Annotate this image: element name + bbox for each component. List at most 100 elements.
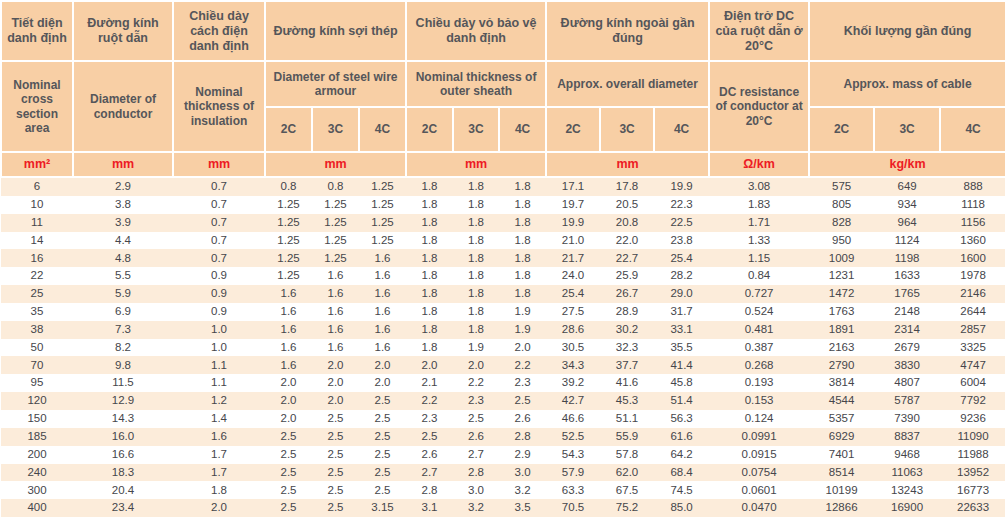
cell: 150 — [1, 410, 73, 428]
table-row: 9511.51.12.02.02.02.12.22.339.241.645.80… — [1, 374, 1005, 392]
cell: 1.2 — [173, 392, 265, 410]
cell: 2.5 — [312, 410, 359, 428]
cell: 1.8 — [499, 196, 546, 214]
cell: 1.6 — [173, 428, 265, 446]
cell: 10199 — [809, 481, 874, 499]
cell: 1.6 — [265, 285, 312, 303]
header-en-insulation-thickness: Nominal thickness of insulation — [173, 61, 265, 152]
cell: 23.4 — [73, 499, 173, 517]
cell: 23.8 — [654, 232, 709, 250]
cell: 4.4 — [73, 232, 173, 250]
header-vn-overall-diameter: Đường kính ngoài gần đúng — [546, 1, 709, 61]
cell: 6929 — [809, 428, 874, 446]
cell: 240 — [1, 464, 73, 482]
cell: 1.4 — [173, 410, 265, 428]
cell: 13952 — [940, 464, 1005, 482]
cell: 22.7 — [600, 249, 654, 267]
cell: 3325 — [940, 339, 1005, 357]
subheader-mass-4c: 4C — [940, 107, 1005, 152]
cell: 1.6 — [359, 339, 406, 357]
cell: 3.0 — [453, 481, 499, 499]
cell: 1.83 — [709, 196, 809, 214]
cell: 38 — [1, 321, 73, 339]
cell: 1.25 — [312, 214, 359, 232]
cell: 1.25 — [312, 196, 359, 214]
cell: 1978 — [940, 267, 1005, 285]
cell: 1.71 — [709, 214, 809, 232]
cell: 1.8 — [406, 267, 453, 285]
cell: 1.0 — [173, 339, 265, 357]
header-row-english: Nominal cross section area Diameter of c… — [1, 61, 1005, 107]
cell: 19.9 — [546, 214, 600, 232]
cell: 2.0 — [312, 356, 359, 374]
cell: 2.5 — [359, 464, 406, 482]
cell: 1.25 — [265, 214, 312, 232]
cell: 2.0 — [265, 410, 312, 428]
cell: 7401 — [809, 446, 874, 464]
subheader-overall-3c: 3C — [600, 107, 654, 152]
cell: 2314 — [874, 321, 940, 339]
cell: 0.268 — [709, 356, 809, 374]
cell: 27.5 — [546, 303, 600, 321]
cell: 17.8 — [600, 177, 654, 196]
table-row: 113.90.71.251.251.251.81.81.819.920.822.… — [1, 214, 1005, 232]
cell: 28.2 — [654, 267, 709, 285]
cell: 57.8 — [600, 446, 654, 464]
header-en-overall-diameter: Approx. overall diameter — [546, 61, 709, 107]
cell: 1.8 — [499, 267, 546, 285]
cell: 3.15 — [359, 499, 406, 517]
cell: 10 — [1, 196, 73, 214]
cell: 2.8 — [453, 464, 499, 482]
cell: 1.15 — [709, 249, 809, 267]
header-vn-cable-mass: Khối lượng gần đúng — [809, 1, 1005, 61]
cell: 0.9 — [173, 267, 265, 285]
cell: 11 — [1, 214, 73, 232]
cell: 1.9 — [499, 303, 546, 321]
cell: 32.3 — [600, 339, 654, 357]
cell: 0.0991 — [709, 428, 809, 446]
cell: 9236 — [940, 410, 1005, 428]
cell: 1763 — [809, 303, 874, 321]
cell: 1.8 — [453, 214, 499, 232]
subheader-sheath-3c: 3C — [453, 107, 499, 152]
cell: 1.8 — [453, 303, 499, 321]
subheader-overall-4c: 4C — [654, 107, 709, 152]
cell: 22633 — [940, 499, 1005, 517]
cell: 18.3 — [73, 464, 173, 482]
cell: 35 — [1, 303, 73, 321]
cell: 1.25 — [312, 249, 359, 267]
cell: 2.8 — [499, 428, 546, 446]
cell: 12.9 — [73, 392, 173, 410]
subheader-overall-2c: 2C — [546, 107, 600, 152]
cell: 1.8 — [406, 321, 453, 339]
cell: 0.727 — [709, 285, 809, 303]
unit-cable-mass: kg/km — [809, 152, 1005, 177]
cell: 5357 — [809, 410, 874, 428]
cell: 56.3 — [654, 410, 709, 428]
cell: 0.8 — [265, 177, 312, 196]
cell: 34.3 — [546, 356, 600, 374]
cell: 19.9 — [654, 177, 709, 196]
cell: 805 — [809, 196, 874, 214]
cell: 3.8 — [73, 196, 173, 214]
cell: 828 — [809, 214, 874, 232]
cell: 0.9 — [173, 285, 265, 303]
cell: 2.3 — [453, 392, 499, 410]
cell: 8514 — [809, 464, 874, 482]
cell: 2.2 — [499, 356, 546, 374]
unit-dc-resistance: Ω/km — [709, 152, 809, 177]
cell: 3814 — [809, 374, 874, 392]
table-row: 387.31.01.61.61.61.81.81.928.630.233.10.… — [1, 321, 1005, 339]
cell: 13243 — [874, 481, 940, 499]
table-row: 62.90.70.80.81.251.81.81.817.117.819.93.… — [1, 177, 1005, 196]
cell: 1.8 — [453, 321, 499, 339]
cell: 1.6 — [312, 285, 359, 303]
cell: 95 — [1, 374, 73, 392]
table-row: 255.90.91.61.61.61.81.81.825.426.729.00.… — [1, 285, 1005, 303]
cell: 62.0 — [600, 464, 654, 482]
header-vn-dc-resistance: Điện trở DC của ruột dẫn ở 20°C — [709, 1, 809, 61]
cell: 2.5 — [359, 410, 406, 428]
cell: 1.9 — [499, 321, 546, 339]
cell: 5.9 — [73, 285, 173, 303]
table-row: 103.80.71.251.251.251.81.81.819.720.522.… — [1, 196, 1005, 214]
